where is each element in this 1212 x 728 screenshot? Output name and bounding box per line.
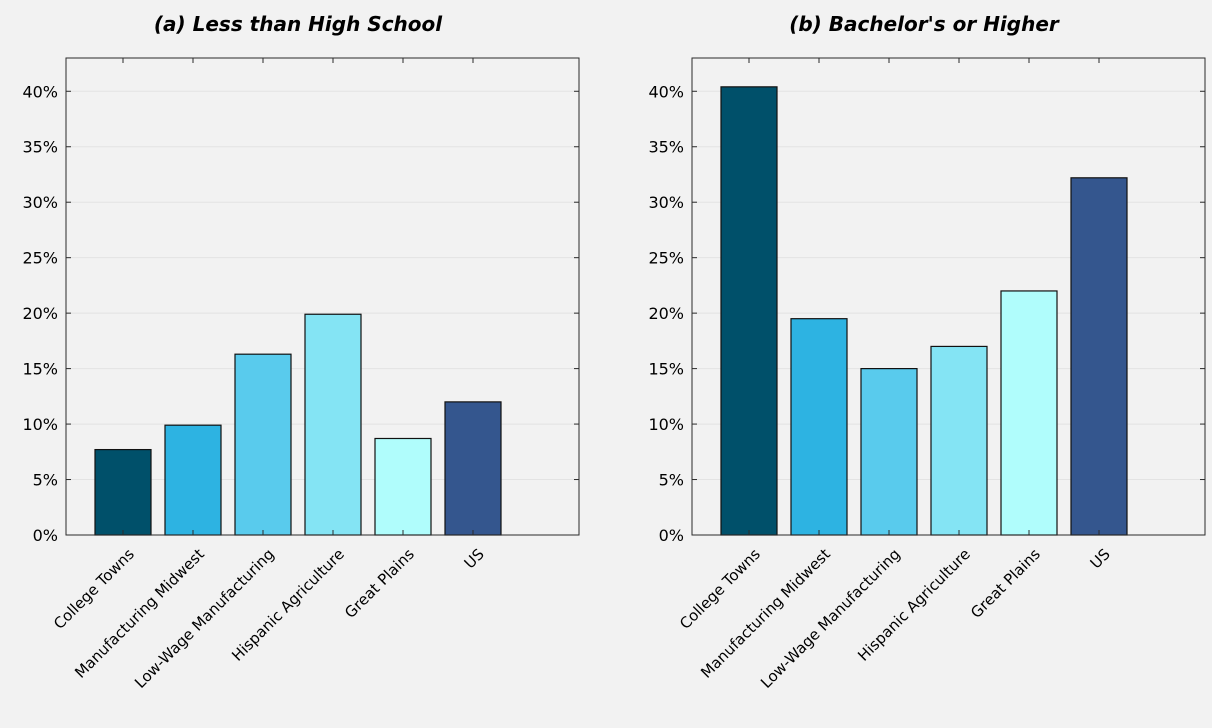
panel-a-category-label: US xyxy=(461,545,488,572)
panel-b-category-label: Manufacturing Midwest xyxy=(697,545,834,682)
panel-a-bar-hispanic-agriculture xyxy=(304,313,362,536)
panel-a-category-label: Low-Wage Manufacturing xyxy=(131,545,278,692)
panel-a-bar-great-plains xyxy=(374,437,432,536)
panel-b-category-label: Great Plains xyxy=(967,545,1044,622)
panel-b-ytick-label: 35% xyxy=(648,138,684,157)
panel-a-ytick-label: 10% xyxy=(22,415,58,434)
panel-a-ytick-label: 0% xyxy=(33,526,58,545)
panel-a-category-label: Great Plains xyxy=(341,545,418,622)
panel-b-ytick-label: 5% xyxy=(659,471,684,490)
panel-a-bar-manufacturing-midwest xyxy=(164,424,222,536)
panel-a-bar-college-towns xyxy=(94,448,152,536)
panel-a-ytick-label: 15% xyxy=(22,360,58,379)
panel-a-bar-low-wage-manufacturing xyxy=(234,353,292,536)
panel-a-category-label: Manufacturing Midwest xyxy=(71,545,208,682)
panel-a-ytick-label: 30% xyxy=(22,193,58,212)
panel-b-axes-box xyxy=(691,57,1206,536)
panel-b-bar-manufacturing-midwest xyxy=(790,318,848,536)
panel-b-ytick-label: 25% xyxy=(648,249,684,268)
panel-a: (a) Less than High School 0% 5% 10% 15% 20% 2… xyxy=(22,12,580,692)
panel-b-ytick-label: 15% xyxy=(648,360,684,379)
panel-b-bar-college-towns xyxy=(720,86,778,536)
panel-a-ytick-label: 20% xyxy=(22,304,58,323)
panel-b-bar-us xyxy=(1070,177,1128,536)
panel-b-ytick-label: 0% xyxy=(659,526,684,545)
panel-b-category-label: US xyxy=(1087,545,1114,572)
panel-b-category-label: Low-Wage Manufacturing xyxy=(757,545,904,692)
panel-a-ytick-label: 5% xyxy=(33,471,58,490)
panel-a-title: (a) Less than High School xyxy=(154,12,443,36)
panel-b-bar-great-plains xyxy=(1000,290,1058,536)
panel-b-ytick-label: 30% xyxy=(648,193,684,212)
panel-a-ytick-label: 35% xyxy=(22,138,58,157)
panel-b-bar-low-wage-manufacturing xyxy=(860,368,918,536)
panel-a-axes-box xyxy=(65,57,580,536)
panel-a-ytick-label: 40% xyxy=(22,82,58,101)
panel-b: (b) Bachelor's or Higher 0% 5% 10% 15% 20% 25… xyxy=(648,12,1206,692)
panel-b-title: (b) Bachelor's or Higher xyxy=(789,12,1060,36)
panel-a-bar-us xyxy=(444,401,502,536)
panel-b-ytick-label: 20% xyxy=(648,304,684,323)
panel-b-bar-hispanic-agriculture xyxy=(930,345,988,536)
panel-b-ytick-label: 10% xyxy=(648,415,684,434)
panel-a-ytick-label: 25% xyxy=(22,249,58,268)
panel-b-ytick-label: 40% xyxy=(648,82,684,101)
